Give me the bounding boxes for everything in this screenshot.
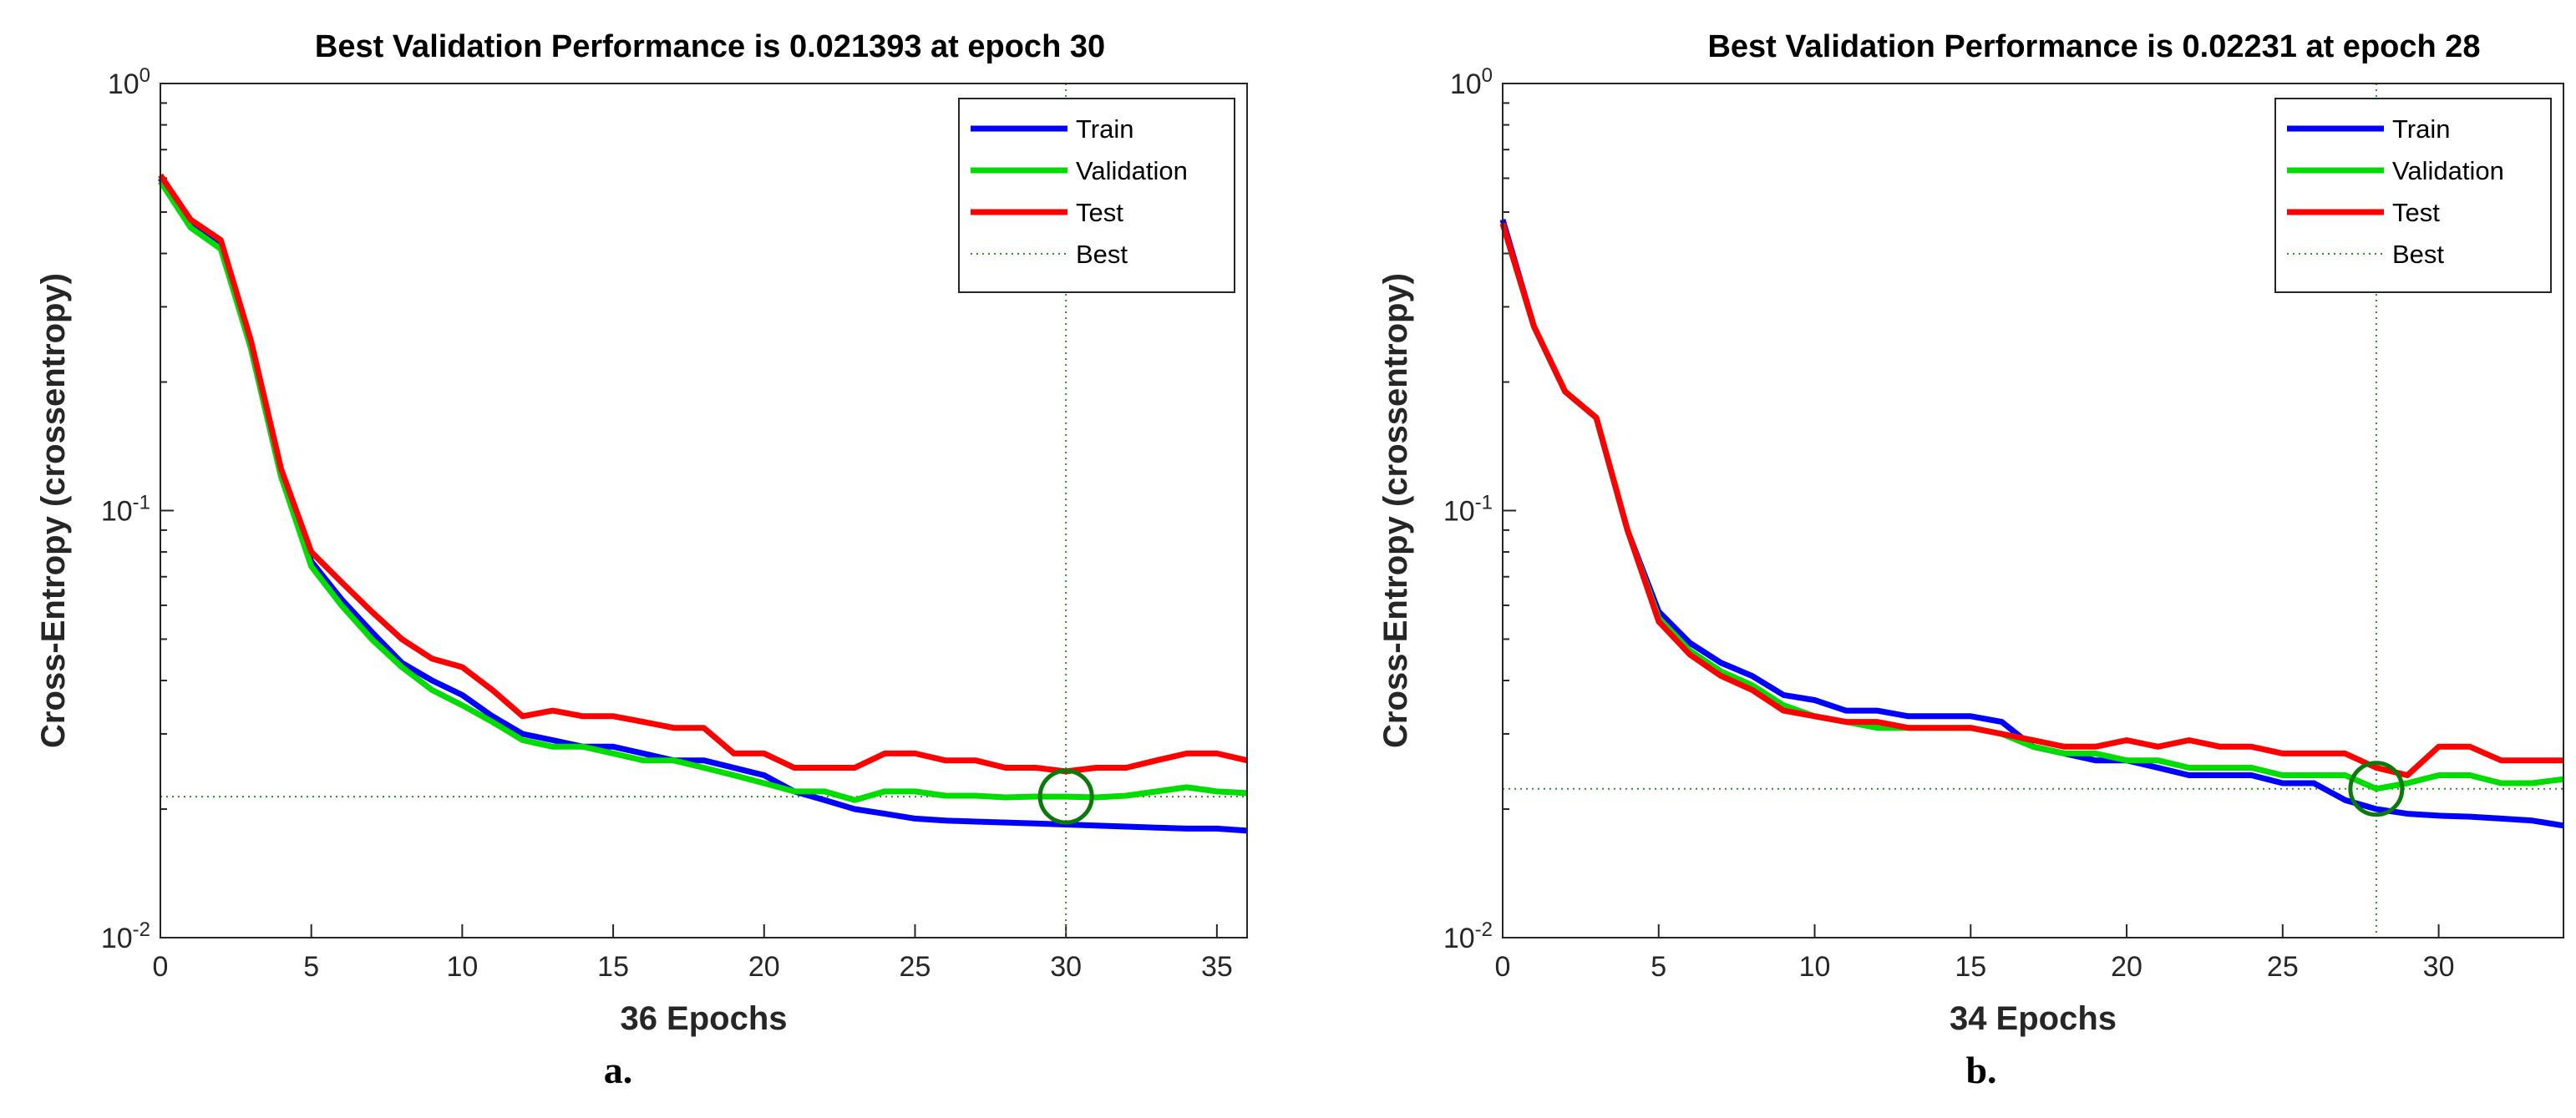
x-tick-label: 0	[1495, 951, 1511, 983]
series-line-validation	[158, 180, 1248, 803]
x-tick-label: 25	[900, 951, 931, 983]
chart-a: Best Validation Performance is 0.021393 …	[35, 29, 1248, 1037]
legend-label-test: Test	[1076, 198, 1123, 227]
x-tick-label: 25	[2267, 951, 2299, 983]
x-tick-label: 5	[303, 951, 319, 983]
best-marker	[2348, 761, 2405, 817]
y-tick-label: 10-1	[1443, 492, 1493, 528]
y-tick-label: 10-2	[1443, 918, 1493, 954]
legend-label-test: Test	[2392, 198, 2440, 227]
chart-panel-a: Best Validation Performance is 0.021393 …	[35, 29, 1248, 1091]
legend-label-validation: Validation	[1076, 156, 1188, 185]
legend-label-validation: Validation	[2392, 156, 2504, 185]
axes-box	[160, 83, 1248, 938]
x-axis-label: 34 Epochs	[1950, 1000, 2117, 1037]
x-tick-label: 10	[1799, 951, 1831, 983]
legend-label-train: Train	[1076, 114, 1133, 144]
x-tick-label: 15	[597, 951, 629, 983]
x-tick-label: 5	[1651, 951, 1666, 983]
y-tick-label: 10-1	[101, 492, 150, 528]
panel-label-b: b.	[1965, 1049, 1997, 1091]
chart-panel-b: Best Validation Performance is 0.02231 a…	[1288, 0, 2576, 1118]
axes-box	[1502, 83, 2564, 938]
y-axis-label: Cross-Entropy (crossentropy)	[35, 273, 72, 748]
legend-label-best: Best	[1076, 240, 1128, 269]
panel-label-a: a.	[603, 1049, 633, 1091]
x-tick-label: 15	[1955, 951, 1986, 983]
y-axis-label: Cross-Entropy (crossentropy)	[1377, 273, 1414, 748]
chart-title: Best Validation Performance is 0.021393 …	[315, 29, 1105, 64]
x-tick-label: 35	[1201, 951, 1233, 983]
series-line-test	[1499, 222, 2563, 778]
best-marker	[1037, 768, 1094, 825]
y-tick-label: 10-2	[101, 918, 150, 954]
legend-label-best: Best	[2392, 240, 2444, 269]
x-tick-label: 10	[446, 951, 478, 983]
x-tick-label: 20	[2111, 951, 2142, 983]
x-tick-label: 20	[748, 951, 780, 983]
x-tick-label: 30	[1050, 951, 1082, 983]
y-tick-label: 100	[1450, 64, 1493, 100]
y-tick-label: 100	[108, 64, 150, 100]
x-tick-label: 30	[2423, 951, 2455, 983]
legend-label-train: Train	[2392, 114, 2450, 144]
x-axis-label: 36 Epochs	[620, 1000, 787, 1037]
x-tick-label: 0	[153, 951, 169, 983]
chart-b: Best Validation Performance is 0.02231 a…	[1377, 29, 2564, 1037]
chart-title: Best Validation Performance is 0.02231 a…	[1707, 29, 2480, 64]
